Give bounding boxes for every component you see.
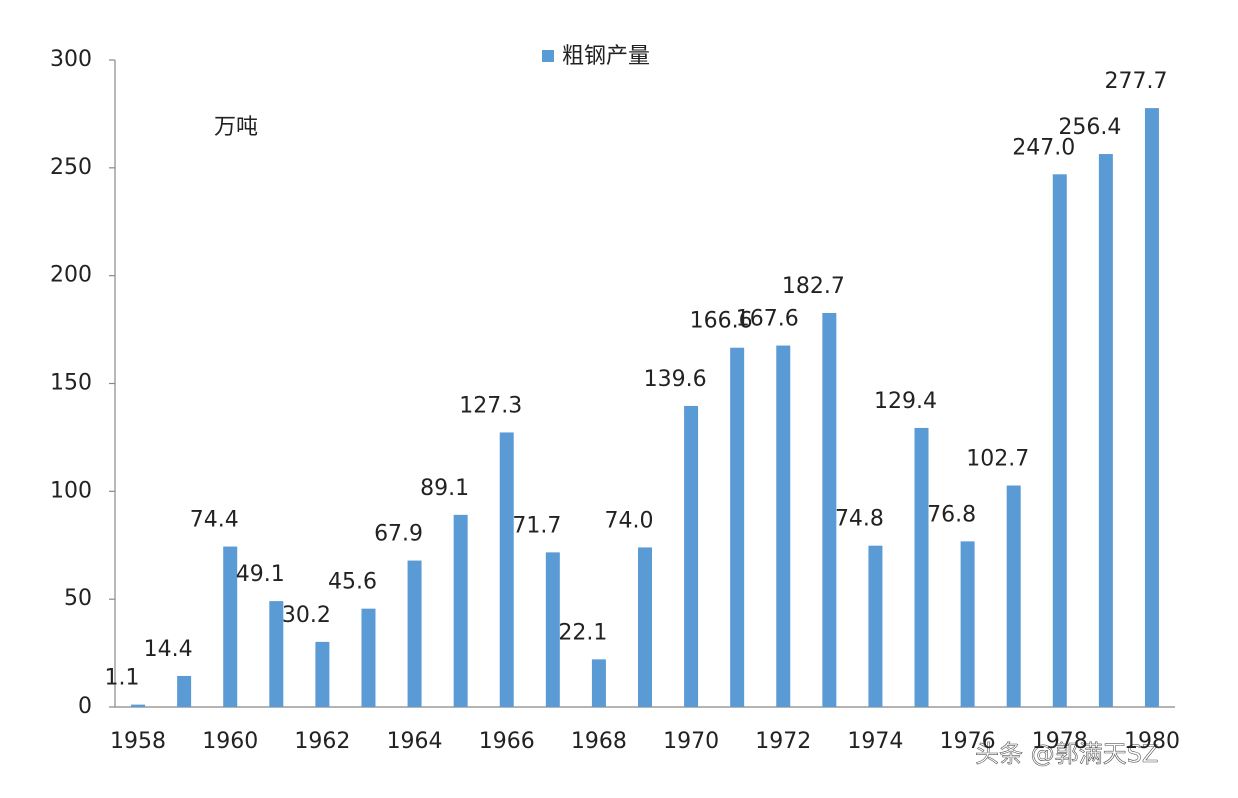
bar <box>591 659 606 707</box>
x-tick-label: 1958 <box>110 729 166 754</box>
data-label: 127.3 <box>459 393 522 418</box>
data-label: 1.1 <box>105 666 140 691</box>
data-label: 22.1 <box>558 620 607 645</box>
bar <box>545 552 560 707</box>
data-label: 89.1 <box>420 476 469 501</box>
data-label: 67.9 <box>374 522 423 547</box>
bar <box>453 514 468 707</box>
x-tick-label: 1960 <box>202 729 258 754</box>
bar <box>822 312 837 707</box>
data-label: 76.8 <box>927 502 976 527</box>
bar <box>960 541 975 707</box>
data-label: 129.4 <box>874 389 937 414</box>
bar <box>684 405 699 707</box>
bar <box>315 641 330 707</box>
bar <box>407 560 422 707</box>
bar <box>1098 154 1113 708</box>
bar <box>269 601 284 707</box>
legend-label: 粗钢产量 <box>562 44 650 69</box>
data-label: 166.6 <box>690 309 753 334</box>
unit-label: 万吨 <box>214 115 258 140</box>
data-label: 247.0 <box>1012 135 1075 160</box>
data-label: 167.6 <box>736 307 799 332</box>
x-tick-label: 1968 <box>571 729 627 754</box>
bar <box>1052 174 1067 707</box>
bar <box>1006 485 1021 707</box>
x-tick-label: 1980 <box>1124 729 1180 754</box>
y-tick-label: 0 <box>78 694 92 719</box>
bar <box>914 427 929 707</box>
data-label: 71.7 <box>512 513 561 538</box>
y-tick-label: 50 <box>64 586 92 611</box>
data-label: 14.4 <box>144 637 193 662</box>
y-tick-label: 300 <box>50 47 92 72</box>
watermark: 头条 @郭满天SZ <box>975 740 1158 768</box>
x-tick-label: 1970 <box>663 729 719 754</box>
bar <box>638 547 652 707</box>
data-label: 102.7 <box>966 447 1029 472</box>
x-tick-label: 1978 <box>1032 729 1088 754</box>
y-tick-label: 150 <box>50 371 92 396</box>
data-label: 74.8 <box>835 507 884 532</box>
data-label: 182.7 <box>782 274 845 299</box>
y-tick-label: 250 <box>50 155 92 180</box>
bar <box>1144 108 1159 707</box>
data-label: 74.0 <box>605 508 654 533</box>
x-tick-label: 1962 <box>294 729 350 754</box>
data-label: 277.7 <box>1104 69 1167 94</box>
x-tick-label: 1976 <box>940 729 996 754</box>
data-label: 256.4 <box>1058 115 1121 140</box>
bar <box>223 546 238 707</box>
x-tick-label: 1964 <box>387 729 443 754</box>
data-label: 139.6 <box>644 367 707 392</box>
bar <box>730 347 745 707</box>
data-label: 45.6 <box>328 570 377 595</box>
bar <box>361 608 376 707</box>
data-label: 74.4 <box>190 508 239 533</box>
data-label: 30.2 <box>282 603 331 628</box>
bar <box>776 345 791 707</box>
data-label: 49.1 <box>236 562 285 587</box>
bar <box>131 704 146 707</box>
x-tick-label: 1974 <box>847 729 903 754</box>
y-tick-label: 200 <box>50 263 92 288</box>
legend-swatch <box>542 50 554 62</box>
bar <box>868 545 883 707</box>
x-tick-label: 1972 <box>755 729 811 754</box>
bar <box>177 675 192 707</box>
bar <box>499 432 514 707</box>
y-tick-label: 100 <box>50 478 92 503</box>
x-tick-label: 1966 <box>479 729 535 754</box>
